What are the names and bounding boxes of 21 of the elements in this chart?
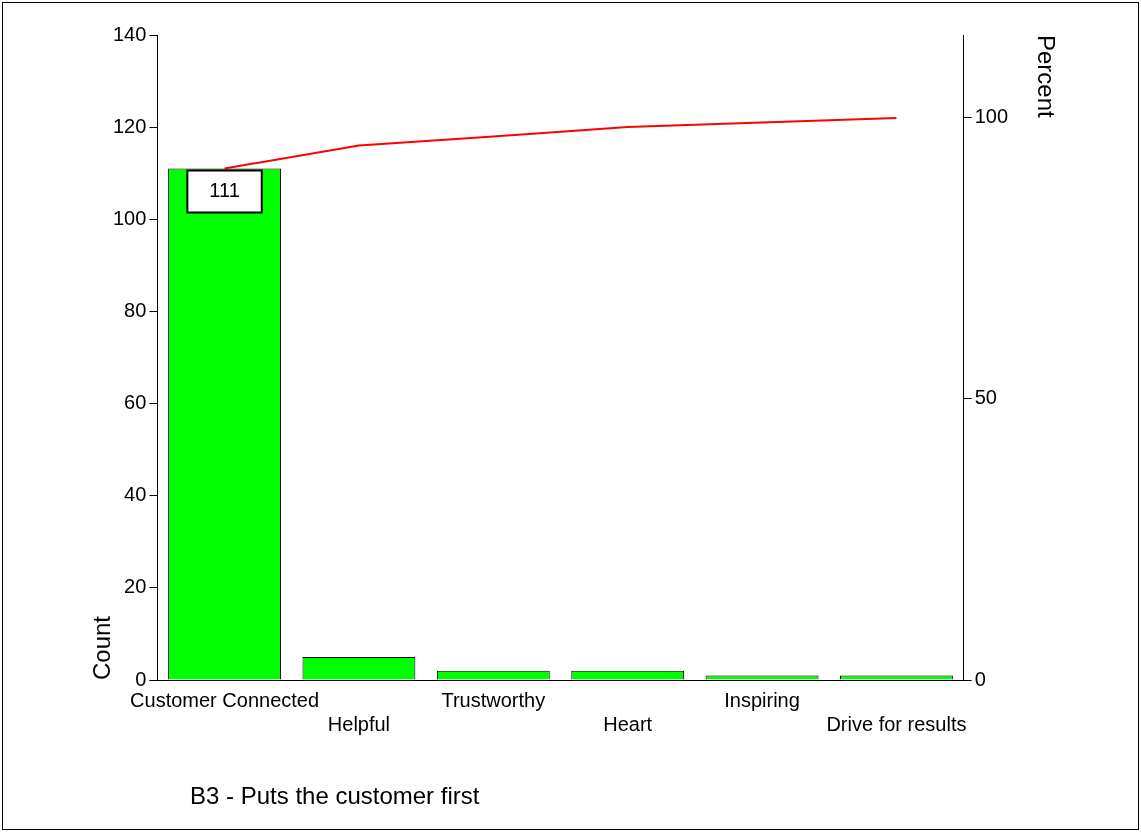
y2-tick-label: 0 xyxy=(974,667,986,690)
y2-tick-label: 100 xyxy=(974,105,1009,128)
y-tick-label: 60 xyxy=(124,391,147,414)
x-tick-label: Trustworthy xyxy=(441,688,546,711)
y-tick-label: 80 xyxy=(124,298,147,321)
y-tick-label: 20 xyxy=(124,575,147,598)
y2-tick-label: 50 xyxy=(974,386,997,409)
x-tick-label: Heart xyxy=(603,712,653,735)
y-axis-title: Count xyxy=(87,615,115,680)
data-label: 111 xyxy=(209,179,240,202)
x-tick-label: Customer Connected xyxy=(130,688,320,711)
y-tick-label: 100 xyxy=(112,206,147,229)
y2-axis-title: Percent xyxy=(1033,35,1061,119)
x-tick-label: Inspiring xyxy=(724,688,800,711)
y-tick-label: 40 xyxy=(124,483,147,506)
y-tick-label: 0 xyxy=(135,667,147,690)
x-tick-label: Helpful xyxy=(327,712,391,735)
y-tick-label: 120 xyxy=(112,114,147,137)
y-tick-label: 140 xyxy=(112,22,147,45)
text: B3 - Puts the customer first xyxy=(190,782,480,810)
x-tick-label: Drive for results xyxy=(826,712,967,735)
